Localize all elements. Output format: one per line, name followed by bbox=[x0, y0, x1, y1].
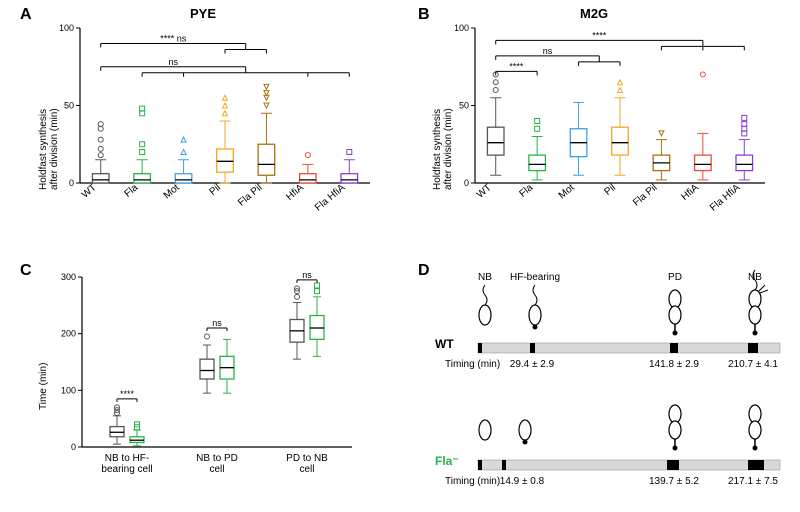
panel-c-label: C bbox=[20, 262, 32, 280]
svg-text:ns: ns bbox=[168, 57, 178, 67]
svg-text:bearing cell: bearing cell bbox=[101, 464, 152, 475]
panel-d-diagram: WT NB HF-bearing PD NB Timing (min) 29.4 ± 2.9… bbox=[430, 265, 795, 505]
svg-text:cell: cell bbox=[299, 464, 314, 475]
svg-text:****: **** bbox=[592, 30, 607, 40]
svg-text:Mot: Mot bbox=[557, 182, 577, 201]
svg-text:14.9 ± 0.8: 14.9 ± 0.8 bbox=[500, 476, 545, 487]
svg-text:Fla HfiA: Fla HfiA bbox=[708, 182, 743, 213]
svg-text:NB: NB bbox=[748, 272, 762, 283]
svg-text:WT: WT bbox=[435, 337, 454, 351]
svg-text:ns: ns bbox=[302, 270, 312, 280]
svg-text:300: 300 bbox=[61, 272, 76, 282]
panel-b-ylabel: Holdfast synthesis after division (min) bbox=[432, 70, 454, 190]
svg-text:ns: ns bbox=[543, 46, 553, 56]
svg-text:HfiA: HfiA bbox=[679, 182, 701, 203]
svg-text:29.4 ± 2.9: 29.4 ± 2.9 bbox=[510, 359, 555, 370]
svg-text:100: 100 bbox=[61, 385, 76, 395]
svg-text:200: 200 bbox=[61, 329, 76, 339]
svg-text:PD to NB: PD to NB bbox=[286, 453, 328, 464]
svg-text:Fla: Fla bbox=[122, 182, 140, 200]
svg-text:Fla⁻: Fla⁻ bbox=[435, 454, 459, 468]
panel-a-label: A bbox=[20, 6, 32, 24]
svg-text:217.1 ± 7.5: 217.1 ± 7.5 bbox=[728, 476, 778, 487]
svg-text:ns: ns bbox=[212, 318, 222, 328]
svg-text:****: **** bbox=[120, 389, 135, 399]
svg-text:Fla: Fla bbox=[517, 182, 535, 200]
panel-a-chart: 0 50 100 WT Fla Mot Pil Fla Pil HfiA Fla HfiA ns **… bbox=[60, 10, 400, 240]
svg-text:HfiA: HfiA bbox=[284, 182, 306, 203]
svg-text:NB to PD: NB to PD bbox=[196, 453, 238, 464]
svg-text:PD: PD bbox=[668, 272, 682, 283]
panel-d-label: D bbox=[418, 262, 430, 280]
svg-text:141.8 ± 2.9: 141.8 ± 2.9 bbox=[649, 359, 699, 370]
svg-text:0: 0 bbox=[71, 442, 76, 452]
panel-b-chart: 0 50 100 WT Fla Mot Pil Fla Pil HfiA Fla HfiA ****… bbox=[455, 10, 795, 240]
svg-text:WT: WT bbox=[80, 182, 99, 200]
svg-text:210.7 ± 4.1: 210.7 ± 4.1 bbox=[728, 359, 778, 370]
svg-text:100: 100 bbox=[60, 23, 74, 33]
svg-text:50: 50 bbox=[64, 101, 74, 111]
svg-text:NB: NB bbox=[478, 272, 492, 283]
panel-c-chart: 0 100 200 300 **** NB to HF-bearing cell ns NB … bbox=[60, 265, 380, 505]
panel-a-ylabel: Holdfast synthesis after division (min) bbox=[38, 70, 60, 190]
panel-b-label: B bbox=[418, 6, 430, 24]
svg-text:Timing (min): Timing (min) bbox=[445, 359, 500, 370]
svg-text:HF-bearing: HF-bearing bbox=[510, 272, 560, 283]
svg-text:Mot: Mot bbox=[162, 182, 182, 201]
svg-text:Fla HfiA: Fla HfiA bbox=[313, 182, 348, 213]
svg-text:0: 0 bbox=[464, 178, 469, 188]
svg-text:50: 50 bbox=[459, 101, 469, 111]
svg-text:Timing (min): Timing (min) bbox=[445, 476, 500, 487]
svg-text:****: **** bbox=[509, 61, 524, 71]
svg-text:**** ns: **** ns bbox=[160, 34, 187, 44]
svg-text:NB to HF-: NB to HF- bbox=[105, 453, 149, 464]
svg-text:100: 100 bbox=[455, 23, 469, 33]
panel-c-ylabel: Time (min) bbox=[38, 350, 49, 410]
svg-text:139.7 ± 5.2: 139.7 ± 5.2 bbox=[649, 476, 699, 487]
svg-text:WT: WT bbox=[475, 182, 494, 200]
svg-text:Pil: Pil bbox=[207, 182, 223, 198]
svg-text:Pil: Pil bbox=[602, 182, 618, 198]
svg-text:0: 0 bbox=[69, 178, 74, 188]
svg-text:cell: cell bbox=[209, 464, 224, 475]
svg-text:Fla Pil: Fla Pil bbox=[631, 182, 659, 208]
svg-text:Fla Pil: Fla Pil bbox=[236, 182, 264, 208]
